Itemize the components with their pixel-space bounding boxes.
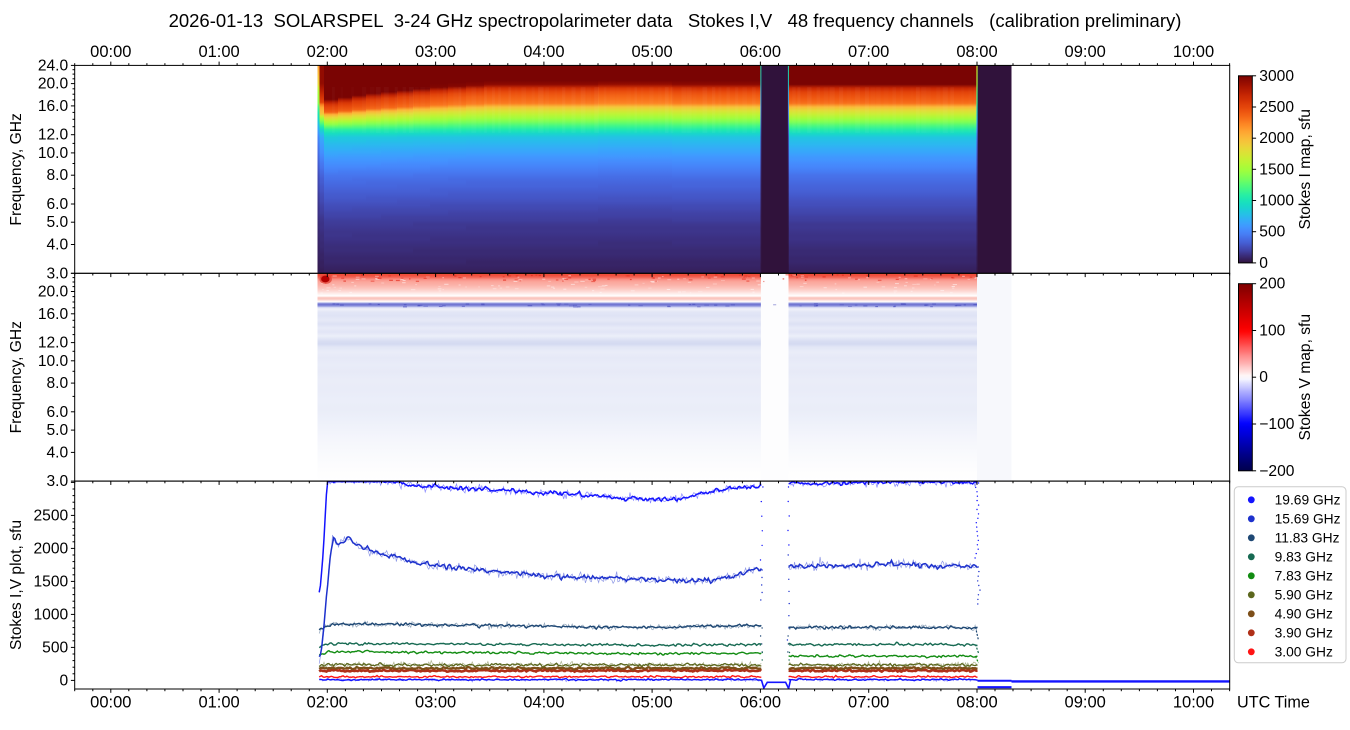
svg-text:04:00: 04:00 xyxy=(523,694,564,712)
svg-text:15.69 GHz: 15.69 GHz xyxy=(1275,511,1341,526)
svg-text:24.0: 24.0 xyxy=(38,57,69,74)
svg-text:00:00: 00:00 xyxy=(90,43,131,61)
svg-text:2000: 2000 xyxy=(1259,130,1294,147)
svg-text:3000: 3000 xyxy=(1259,68,1294,85)
svg-text:03:00: 03:00 xyxy=(415,694,456,712)
svg-text:10.0: 10.0 xyxy=(38,353,69,370)
svg-text:10.0: 10.0 xyxy=(38,145,69,162)
svg-text:07:00: 07:00 xyxy=(848,43,889,61)
svg-text:4.0: 4.0 xyxy=(47,444,69,461)
svg-text:20.0: 20.0 xyxy=(38,76,69,93)
svg-text:08:00: 08:00 xyxy=(956,694,997,712)
svg-text:Stokes I,V plot, sfu: Stokes I,V plot, sfu xyxy=(8,520,25,650)
svg-text:−200: −200 xyxy=(1259,463,1294,480)
svg-text:4.90 GHz: 4.90 GHz xyxy=(1275,606,1333,621)
svg-text:3.0: 3.0 xyxy=(47,265,69,282)
svg-text:0: 0 xyxy=(60,672,69,689)
svg-text:09:00: 09:00 xyxy=(1065,43,1106,61)
svg-text:05:00: 05:00 xyxy=(631,694,672,712)
svg-text:16.0: 16.0 xyxy=(38,98,69,115)
svg-text:2500: 2500 xyxy=(33,507,68,524)
svg-text:3.00 GHz: 3.00 GHz xyxy=(1275,644,1333,659)
svg-text:6.0: 6.0 xyxy=(47,196,69,213)
svg-text:04:00: 04:00 xyxy=(523,43,564,61)
svg-text:01:00: 01:00 xyxy=(198,694,239,712)
svg-text:9.83 GHz: 9.83 GHz xyxy=(1275,549,1333,564)
svg-text:5.0: 5.0 xyxy=(47,422,69,439)
svg-text:19.69 GHz: 19.69 GHz xyxy=(1275,492,1341,507)
svg-text:5.90 GHz: 5.90 GHz xyxy=(1275,587,1333,602)
svg-text:−100: −100 xyxy=(1259,416,1294,433)
svg-text:12.0: 12.0 xyxy=(38,335,69,352)
svg-text:Frequency, GHz: Frequency, GHz xyxy=(8,321,25,434)
svg-text:07:00: 07:00 xyxy=(848,694,889,712)
svg-text:Frequency, GHz: Frequency, GHz xyxy=(8,113,25,226)
svg-text:5.0: 5.0 xyxy=(47,214,69,231)
svg-text:06:00: 06:00 xyxy=(740,694,781,712)
svg-text:16.0: 16.0 xyxy=(38,306,69,323)
svg-text:1500: 1500 xyxy=(1259,161,1294,178)
svg-text:02:00: 02:00 xyxy=(307,694,348,712)
svg-text:10:00: 10:00 xyxy=(1173,694,1214,712)
svg-text:0: 0 xyxy=(1259,255,1268,272)
svg-text:7.83 GHz: 7.83 GHz xyxy=(1275,568,1333,583)
svg-text:20.0: 20.0 xyxy=(38,284,69,301)
svg-text:3.90 GHz: 3.90 GHz xyxy=(1275,625,1333,640)
svg-text:00:00: 00:00 xyxy=(90,694,131,712)
svg-text:6.0: 6.0 xyxy=(47,404,69,421)
svg-text:UTC Time: UTC Time xyxy=(1237,694,1310,712)
svg-text:12.0: 12.0 xyxy=(38,127,69,144)
svg-text:01:00: 01:00 xyxy=(198,43,239,61)
svg-text:200: 200 xyxy=(1259,276,1285,293)
svg-text:3.0: 3.0 xyxy=(47,473,69,490)
svg-text:Stokes V map, sfu: Stokes V map, sfu xyxy=(1297,314,1314,441)
svg-text:Stokes I map, sfu: Stokes I map, sfu xyxy=(1297,109,1314,229)
svg-text:0: 0 xyxy=(1259,369,1268,386)
svg-text:10:00: 10:00 xyxy=(1173,43,1214,61)
svg-text:100: 100 xyxy=(1259,323,1285,340)
svg-text:2026-01-13 SOLARSPEL 3-24 GH: 2026-01-13 SOLARSPEL 3-24 GHz spectropol… xyxy=(169,10,1182,31)
svg-text:06:00: 06:00 xyxy=(740,43,781,61)
svg-text:2000: 2000 xyxy=(33,540,68,557)
svg-text:500: 500 xyxy=(1259,224,1285,241)
svg-text:1000: 1000 xyxy=(33,606,68,623)
svg-text:1000: 1000 xyxy=(1259,193,1294,210)
svg-text:2500: 2500 xyxy=(1259,99,1294,116)
svg-text:08:00: 08:00 xyxy=(956,43,997,61)
svg-text:11.83 GHz: 11.83 GHz xyxy=(1275,530,1340,545)
svg-text:500: 500 xyxy=(42,639,68,656)
svg-text:8.0: 8.0 xyxy=(47,167,69,184)
svg-text:05:00: 05:00 xyxy=(631,43,672,61)
svg-text:09:00: 09:00 xyxy=(1065,694,1106,712)
svg-text:8.0: 8.0 xyxy=(47,375,69,392)
svg-text:02:00: 02:00 xyxy=(307,43,348,61)
svg-text:1500: 1500 xyxy=(33,573,68,590)
svg-text:03:00: 03:00 xyxy=(415,43,456,61)
svg-text:4.0: 4.0 xyxy=(47,237,69,254)
